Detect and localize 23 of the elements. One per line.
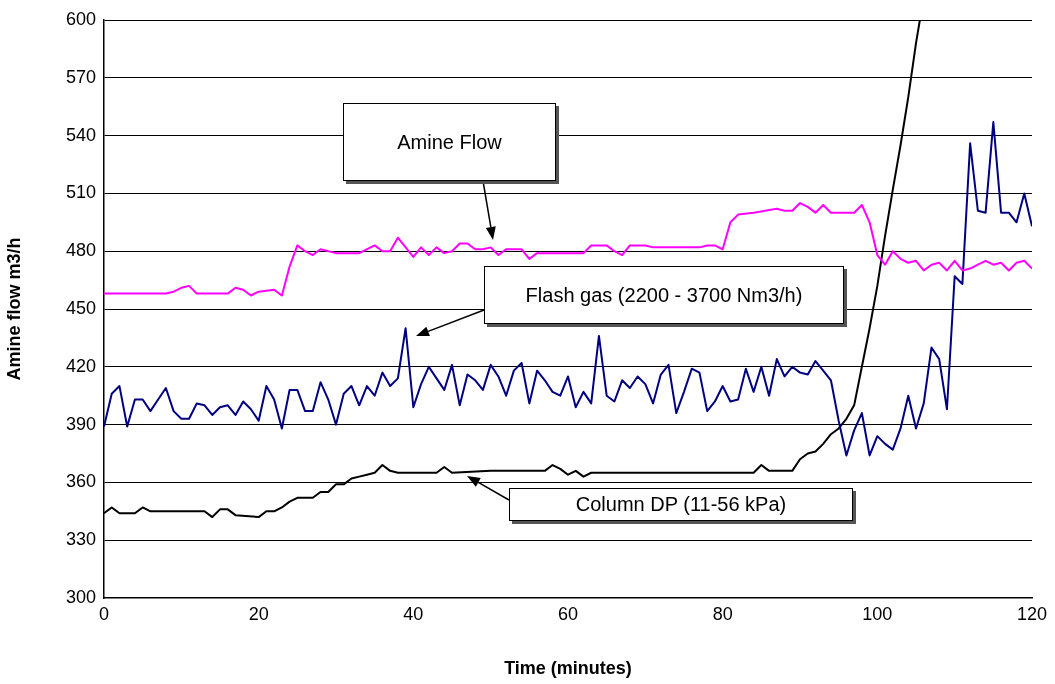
y-tick-label: 450 (65, 297, 96, 318)
callout-box: Column DP (11-56 kPa) (509, 488, 853, 521)
callout-box: Flash gas (2200 - 3700 Nm3/h) (484, 266, 844, 324)
y-tick-label: 570 (65, 66, 96, 87)
x-tick-label: 40 (403, 603, 424, 624)
x-axis-title: Time (minutes) (504, 658, 632, 679)
x-tick-label: 100 (862, 603, 893, 624)
callout-box: Amine Flow (343, 103, 556, 181)
y-tick-label: 600 (65, 8, 96, 29)
x-tick-label: 20 (248, 603, 269, 624)
y-tick-label: 420 (65, 355, 96, 376)
y-tick-label: 540 (65, 124, 96, 145)
y-axis-title: Amine flow m3/h (3, 237, 24, 381)
x-tick-label: 120 (1016, 603, 1048, 624)
x-tick-label: 80 (712, 603, 733, 624)
y-tick-label: 330 (65, 529, 96, 550)
y-tick-label: 510 (65, 182, 96, 203)
x-tick-label: 0 (98, 603, 110, 624)
x-tick-label: 60 (557, 603, 579, 624)
y-tick-label: 480 (65, 240, 96, 261)
y-tick-label: 300 (65, 586, 96, 607)
y-tick-label: 360 (65, 471, 96, 492)
y-tick-label: 390 (65, 413, 96, 434)
